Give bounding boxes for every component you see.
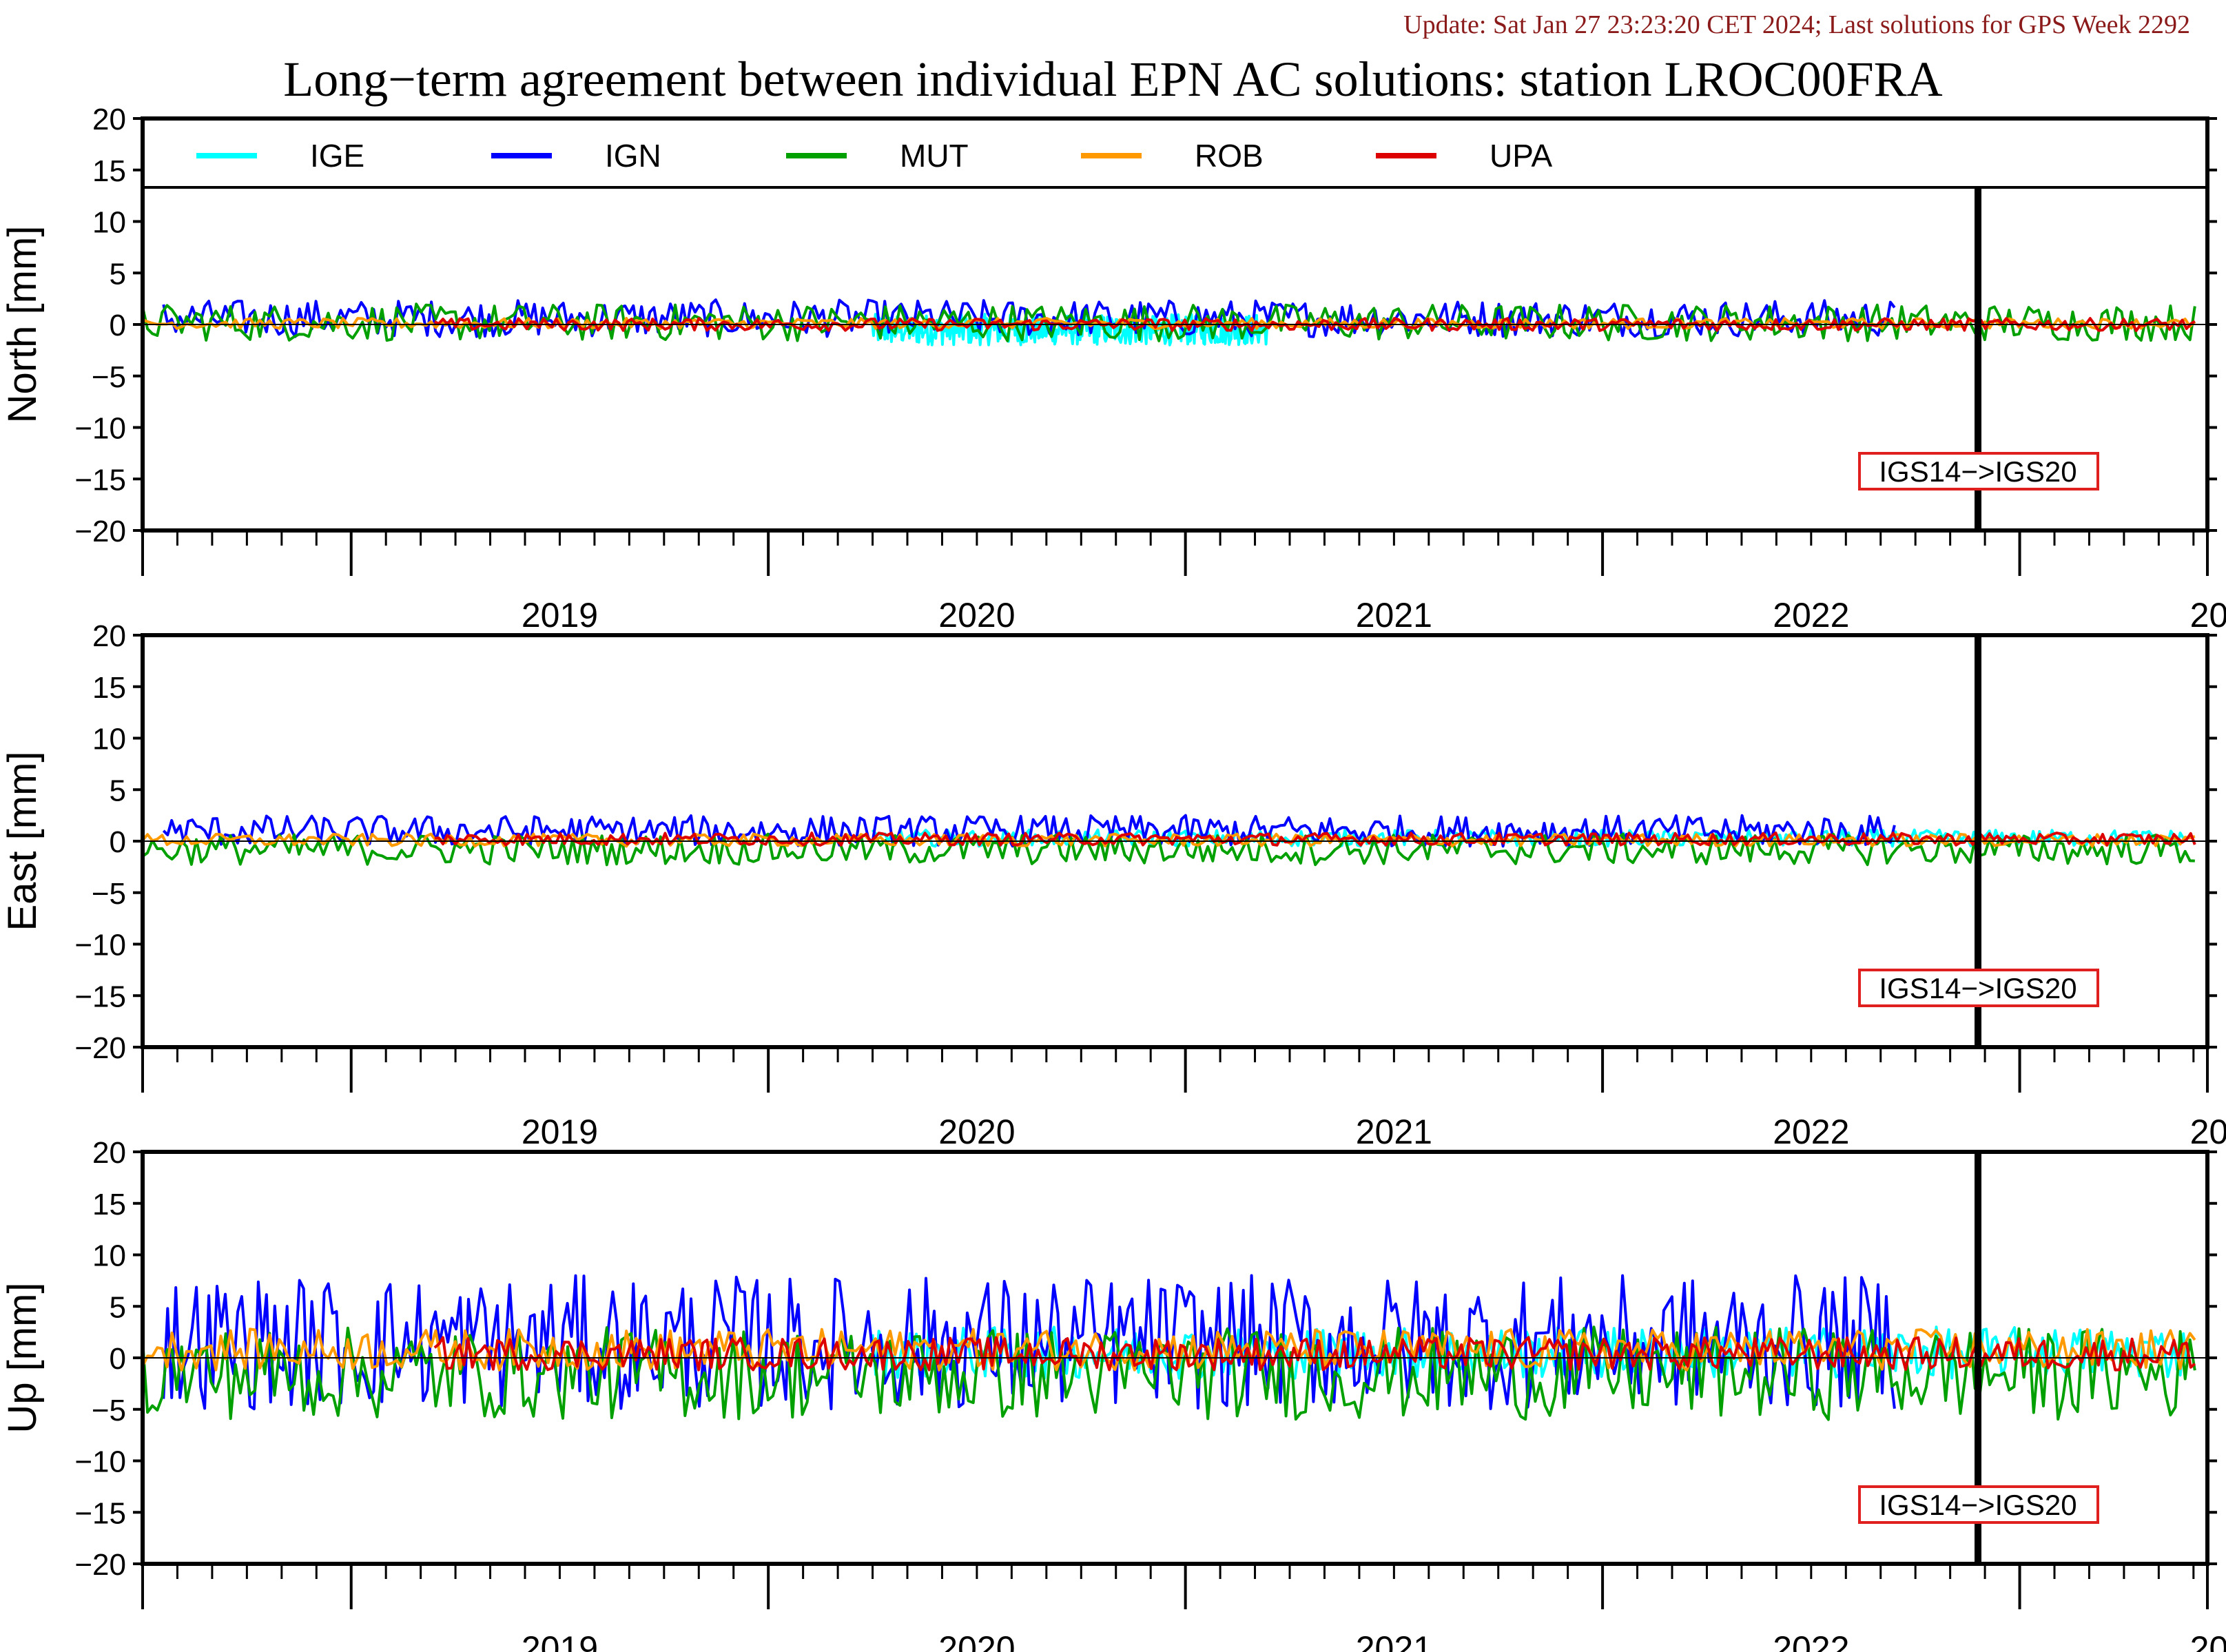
y-tick-label: −15 [74, 463, 126, 497]
x-year-label: 2023 [2190, 1629, 2226, 1652]
y-tick-label: −20 [74, 1548, 126, 1582]
x-year-label: 2020 [938, 1113, 1015, 1151]
x-year-label: 2020 [938, 596, 1015, 634]
y-tick-label: −10 [74, 1445, 126, 1479]
series-upa-east [434, 832, 2196, 847]
y-tick-label: 15 [92, 671, 126, 705]
y-tick-label: −20 [74, 1031, 126, 1065]
x-year-label: 2023 [2190, 596, 2226, 634]
frame-change-label: IGS14−>IGS20 [1879, 972, 2076, 1004]
x-year-label: 2019 [522, 1113, 598, 1151]
y-tick-label: 20 [92, 103, 126, 136]
legend-label-ige: IGE [310, 138, 364, 174]
legend-label-upa: UPA [1490, 138, 1552, 174]
series-rob-east [141, 832, 2196, 848]
y-tick-label: −5 [92, 360, 126, 394]
x-year-label: 2021 [1356, 1113, 1432, 1151]
y-tick-label: 15 [92, 154, 126, 188]
y-tick-label: −15 [74, 980, 126, 1013]
frame-change-box [1858, 1485, 2099, 1524]
chart-title: Long−term agreement between individual E… [283, 52, 1943, 107]
y-tick-label: 15 [92, 1188, 126, 1221]
x-year-label: 2020 [938, 1629, 1015, 1652]
series-upa-up [433, 1336, 2196, 1372]
update-note: Update: Sat Jan 27 23:23:20 CET 2024; La… [1403, 10, 2190, 39]
legend-label-rob: ROB [1195, 138, 1264, 174]
y-tick-label: −5 [92, 1394, 126, 1427]
y-axis-label: North [mm] [0, 226, 45, 424]
series-ign-up [162, 1274, 1896, 1411]
y-tick-label: 5 [110, 257, 126, 291]
x-year-label: 2023 [2190, 1113, 2226, 1151]
y-tick-label: 0 [110, 309, 126, 342]
y-tick-label: 10 [92, 1239, 126, 1273]
y-tick-label: 20 [92, 619, 126, 653]
legend-label-mut: MUT [900, 138, 969, 174]
x-year-label: 2019 [522, 1629, 598, 1652]
x-year-label: 2019 [522, 596, 598, 634]
y-tick-label: −10 [74, 929, 126, 962]
panel-frame [141, 116, 2209, 533]
legend-label-ign: IGN [605, 138, 661, 174]
y-axis-label: East [mm] [0, 751, 45, 931]
y-axis-label: Up [mm] [0, 1282, 45, 1433]
y-tick-label: 10 [92, 723, 126, 756]
y-tick-label: 0 [110, 1342, 126, 1376]
frame-change-box [1858, 969, 2099, 1007]
y-tick-label: −10 [74, 412, 126, 446]
series-rob-up [141, 1328, 2196, 1372]
y-tick-label: −15 [74, 1496, 126, 1530]
x-year-label: 2021 [1356, 1629, 1432, 1652]
y-tick-label: 10 [92, 206, 126, 240]
x-year-label: 2022 [1773, 1629, 1849, 1652]
y-tick-label: 5 [110, 774, 126, 807]
x-year-label: 2021 [1356, 596, 1432, 634]
y-tick-label: −20 [74, 515, 126, 548]
frame-change-label: IGS14−>IGS20 [1879, 1489, 2076, 1521]
series-ign-north [162, 298, 1896, 338]
y-tick-label: 0 [110, 825, 126, 859]
frame-change-box [1858, 452, 2099, 491]
y-tick-label: 5 [110, 1290, 126, 1324]
x-year-label: 2022 [1773, 596, 1849, 634]
frame-change-label: IGS14−>IGS20 [1879, 455, 2076, 488]
x-year-label: 2022 [1773, 1113, 1849, 1151]
y-tick-label: 20 [92, 1136, 126, 1170]
legend-bg [143, 118, 2207, 187]
y-tick-label: −5 [92, 877, 126, 911]
